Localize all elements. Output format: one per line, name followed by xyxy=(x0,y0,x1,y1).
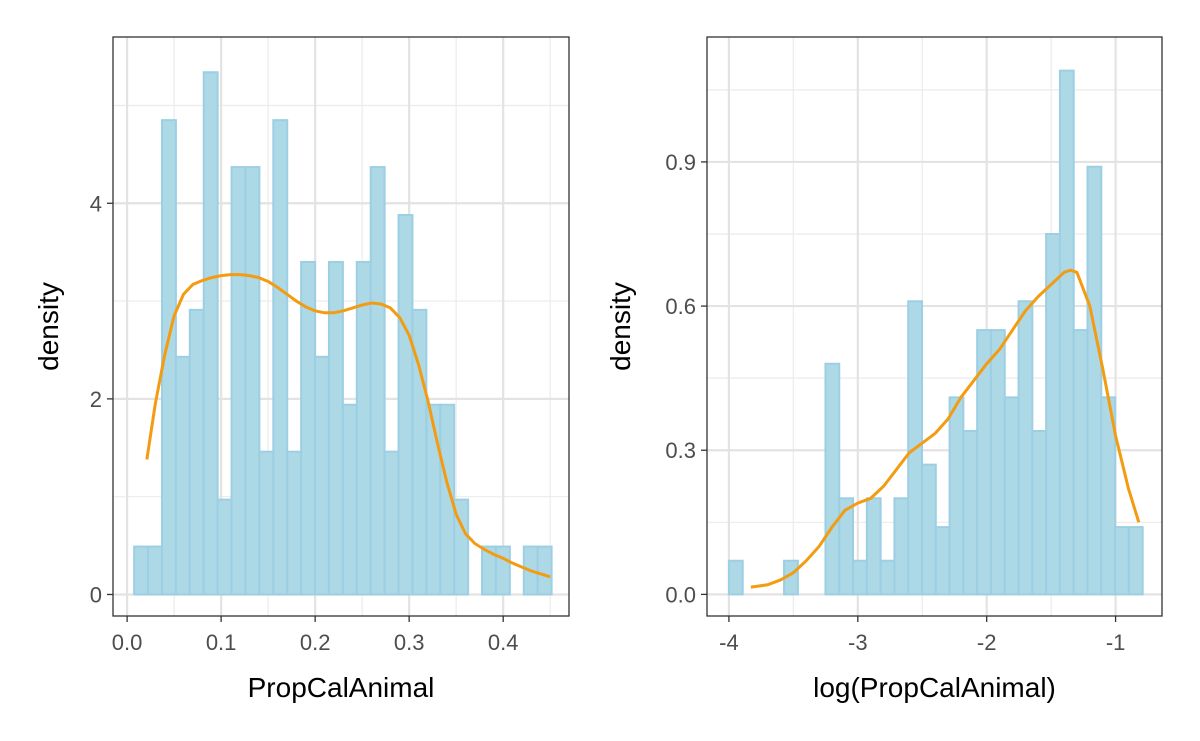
right-x-axis-title: log(PropCalAnimal) xyxy=(813,672,1056,703)
right-major-grid xyxy=(707,37,1162,616)
right-histogram-bar xyxy=(1058,69,1075,596)
left-histogram-bar xyxy=(314,355,330,596)
left-density-curve xyxy=(145,273,551,579)
right-x-tick-label: -4 xyxy=(719,630,739,655)
right-histogram-bar xyxy=(865,497,882,596)
right-density-curve xyxy=(750,268,1141,589)
right-histogram-bar xyxy=(879,559,896,596)
right-histogram-bar xyxy=(1127,526,1144,596)
left-histogram-bar xyxy=(202,71,219,596)
left-histogram-bar xyxy=(286,450,303,596)
left-histogram-bar xyxy=(244,166,261,596)
right-x-tick-label: -3 xyxy=(848,630,868,655)
right-histogram-bar xyxy=(948,396,965,596)
left-x-tick-label: 0.4 xyxy=(488,630,519,655)
right-panel-border xyxy=(706,36,1163,617)
left-panel: 0.0 0.1 0.2 0.3 0.4 0 2 4 PropCalAnimal densit… xyxy=(33,36,570,703)
right-histogram-bar xyxy=(727,559,744,596)
left-x-tick-label: 0.1 xyxy=(206,630,237,655)
left-histogram-bar xyxy=(174,355,191,596)
left-x-axis-ticks: 0.0 0.1 0.2 0.3 0.4 xyxy=(112,616,519,655)
left-y-tick-label: 0 xyxy=(90,582,102,607)
right-histogram-bar xyxy=(838,497,855,596)
right-x-tick-label: -1 xyxy=(1106,630,1126,655)
left-histogram-bar xyxy=(216,498,233,596)
right-y-tick-label: 0.0 xyxy=(665,582,696,607)
right-histogram-bar xyxy=(1086,165,1103,596)
right-histogram-bar xyxy=(920,463,937,596)
right-histogram-bars xyxy=(727,69,1144,596)
right-panel: -4 -3 -2 -1 0.0 0.3 0.6 0.9 log(PropCalAnimal)… xyxy=(605,36,1163,703)
left-histogram-bar xyxy=(133,545,150,596)
left-x-axis-title: PropCalAnimal xyxy=(248,672,435,703)
left-histogram-bar xyxy=(341,403,358,596)
right-histogram-bar xyxy=(989,329,1006,596)
left-histogram-bar xyxy=(147,545,163,596)
left-histogram-bar xyxy=(272,119,289,596)
left-histogram-bar xyxy=(230,166,247,596)
right-y-axis-ticks: 0.0 0.3 0.6 0.9 xyxy=(665,150,707,607)
left-histogram-bar xyxy=(383,450,400,596)
right-histogram-bar xyxy=(893,497,910,596)
left-histogram-bar xyxy=(494,545,511,596)
right-histogram-bar xyxy=(1072,329,1089,596)
left-histogram-bar xyxy=(300,260,317,596)
right-histogram-bar xyxy=(852,559,868,596)
right-histogram-bar xyxy=(1017,300,1034,596)
right-histogram-bar xyxy=(1114,526,1130,596)
left-histogram-bar xyxy=(425,403,442,596)
right-histogram-bar xyxy=(962,430,979,596)
right-histogram-bar xyxy=(976,329,992,596)
left-y-axis-title: density xyxy=(33,282,64,371)
left-y-tick-label: 4 xyxy=(90,191,102,216)
left-x-tick-label: 0.2 xyxy=(300,630,331,655)
left-histogram-bar xyxy=(369,166,386,596)
left-histogram-bar xyxy=(355,260,372,596)
right-histogram-bar xyxy=(824,362,841,596)
right-histogram-bar xyxy=(1031,430,1048,596)
right-x-tick-label: -2 xyxy=(977,630,997,655)
left-y-tick-label: 2 xyxy=(90,387,102,412)
right-y-axis-title: density xyxy=(605,282,636,371)
left-histogram-bar xyxy=(453,498,470,596)
left-panel-border xyxy=(112,36,570,617)
left-histogram-bar xyxy=(188,308,205,596)
right-histogram-bar xyxy=(934,526,951,596)
right-x-axis-ticks: -4 -3 -2 -1 xyxy=(719,616,1125,655)
left-histogram-bar xyxy=(397,214,414,596)
left-x-tick-label: 0.3 xyxy=(394,630,425,655)
right-histogram-bar xyxy=(1003,396,1020,596)
right-y-tick-label: 0.6 xyxy=(665,294,696,319)
left-x-tick-label: 0.0 xyxy=(112,630,143,655)
right-y-tick-label: 0.9 xyxy=(665,150,696,175)
left-histogram-bar xyxy=(536,545,553,596)
left-histogram-bar xyxy=(258,450,275,596)
left-y-axis-ticks: 0 2 4 xyxy=(90,191,113,607)
right-y-tick-label: 0.3 xyxy=(665,438,696,463)
